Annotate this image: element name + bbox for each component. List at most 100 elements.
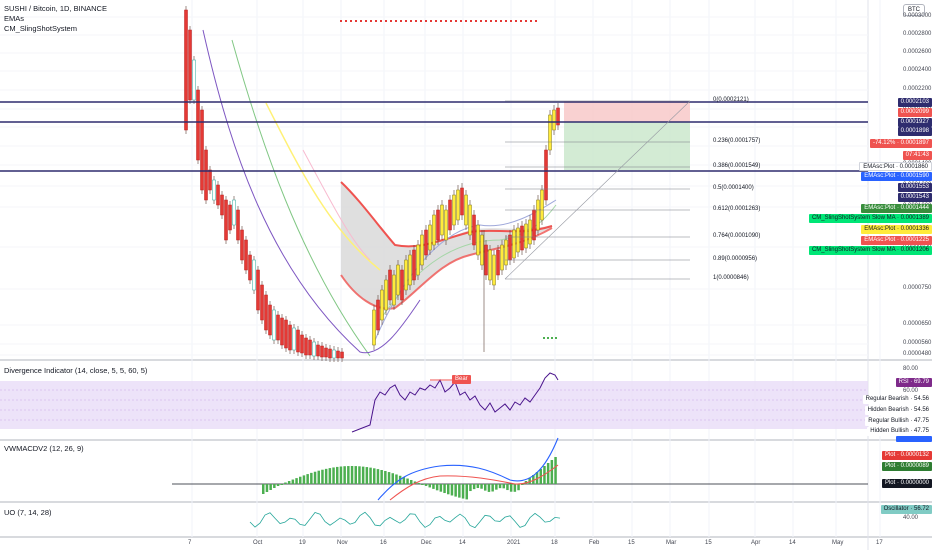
slingshot-signal-dot bbox=[360, 20, 362, 22]
slingshot-signal-dot bbox=[490, 20, 492, 22]
macd-histogram-bar bbox=[387, 472, 391, 484]
macd-histogram-bar bbox=[491, 484, 494, 492]
macd-histogram-bar bbox=[332, 467, 335, 484]
macd-histogram-bar bbox=[472, 484, 476, 490]
slingshot-signal-dot bbox=[475, 20, 477, 22]
fib-level-label: 0.764(0.0001090) bbox=[713, 233, 761, 239]
slingshot-signal-dot bbox=[543, 337, 545, 339]
ema-green-line bbox=[231, 39, 371, 357]
indicator-slingshot-label[interactable]: CM_SlingShotSystem bbox=[4, 24, 77, 33]
candle-body bbox=[248, 254, 252, 281]
fib-level-label: 0.386(0.0001549) bbox=[713, 163, 761, 169]
price-tick-label: 0.0002800 bbox=[903, 31, 932, 37]
candle-body bbox=[276, 314, 280, 341]
candle-body bbox=[268, 304, 272, 336]
time-tick-label: 7 bbox=[188, 540, 192, 546]
candle-body bbox=[392, 274, 396, 306]
candle-body bbox=[224, 199, 228, 241]
candle-body bbox=[528, 219, 532, 245]
candle-body bbox=[260, 284, 264, 321]
candle-body bbox=[336, 350, 340, 359]
macd-histogram-bar bbox=[443, 484, 446, 494]
price-tick-label: 0.0000650 bbox=[903, 321, 932, 327]
rsi-value-label: Hidden Bearish · 54.56 bbox=[864, 406, 932, 415]
macd-histogram-bar bbox=[417, 482, 420, 484]
macd-histogram-bar bbox=[532, 475, 535, 484]
slingshot-signal-dot bbox=[345, 20, 347, 22]
candle-body bbox=[492, 254, 496, 286]
slingshot-signal-dot bbox=[385, 20, 387, 22]
rsi-value-label: RSI · 69.79 bbox=[895, 378, 932, 387]
candle-body bbox=[244, 239, 248, 271]
slingshot-signal-dot bbox=[430, 20, 432, 22]
price-tick-label: 0.0003000 bbox=[903, 13, 932, 19]
candle-body bbox=[296, 329, 300, 353]
slingshot-signal-dot bbox=[470, 20, 472, 22]
macd-histogram-bar bbox=[495, 484, 498, 490]
macd-histogram-bar bbox=[369, 467, 372, 484]
candle-body bbox=[212, 179, 216, 201]
candle-body bbox=[448, 199, 452, 231]
currency-badge[interactable]: BTC bbox=[903, 4, 925, 16]
macd-histogram-bar bbox=[513, 484, 517, 492]
candle-body bbox=[200, 109, 204, 191]
macd-histogram-bar bbox=[262, 484, 265, 494]
slingshot-signal-dot bbox=[530, 20, 532, 22]
candle-body bbox=[376, 299, 380, 331]
macd-histogram-bar bbox=[280, 484, 283, 485]
candle-body bbox=[380, 289, 384, 321]
candle-body bbox=[556, 107, 560, 126]
macd-histogram-bar bbox=[484, 484, 487, 491]
candle-body bbox=[444, 209, 448, 241]
slingshot-signal-dot bbox=[551, 337, 553, 339]
slingshot-signal-dot bbox=[505, 20, 507, 22]
candle-body bbox=[520, 225, 524, 251]
slingshot-signal-dot bbox=[410, 20, 412, 22]
symbol-title[interactable]: SUSHI / Bitcoin, 1D, BINANCE bbox=[4, 4, 107, 13]
candle-body bbox=[280, 317, 284, 346]
macd-histogram-bar bbox=[291, 479, 295, 484]
candle-body bbox=[476, 224, 480, 256]
candle-body bbox=[320, 345, 324, 358]
vwmacd-title[interactable]: VWMACDV2 (12, 26, 9) bbox=[4, 444, 84, 453]
candle-body bbox=[288, 324, 292, 351]
candle-body bbox=[292, 327, 296, 351]
candle-body bbox=[404, 259, 408, 291]
slingshot-signal-dot bbox=[340, 20, 342, 22]
uo-title[interactable]: UO (7, 14, 28) bbox=[4, 508, 52, 517]
indicator-emas-label[interactable]: EMAs bbox=[4, 14, 25, 23]
fib-level-label: 0.236(0.0001757) bbox=[713, 138, 761, 144]
price-scale-label: 07:41:43 bbox=[902, 151, 932, 160]
macd-line-marker bbox=[896, 436, 932, 442]
price-tick-label: 0.0000750 bbox=[903, 285, 932, 291]
macd-signal-line bbox=[389, 464, 559, 501]
slingshot-signal-dot bbox=[375, 20, 377, 22]
macd-histogram-bar bbox=[421, 484, 424, 485]
macd-histogram-bar bbox=[269, 484, 272, 490]
candle-body bbox=[216, 184, 220, 206]
macd-histogram-bar bbox=[535, 472, 539, 484]
macd-histogram-bar bbox=[343, 466, 346, 484]
slingshot-signal-dot bbox=[415, 20, 417, 22]
divergence-indicator-title[interactable]: Divergence Indicator (14, close, 5, 5, 6… bbox=[4, 366, 148, 375]
candle-body bbox=[252, 259, 256, 291]
slingshot-signal-dot bbox=[425, 20, 427, 22]
price-scale-label: EMAsc:Plot · 0.0001860 bbox=[859, 162, 932, 171]
slingshot-signal-dot bbox=[515, 20, 517, 22]
macd-value-label: Plot · 0.0000089 bbox=[881, 462, 932, 471]
time-tick-label: 15 bbox=[705, 540, 712, 546]
candle-body bbox=[488, 249, 492, 281]
macd-histogram-bar bbox=[521, 484, 524, 485]
candle-body bbox=[532, 209, 536, 241]
macd-histogram-bar bbox=[391, 473, 394, 484]
fib-level-label: 1(0.0000846) bbox=[713, 275, 749, 281]
macd-histogram-bar bbox=[461, 484, 465, 499]
slingshot-signal-dot bbox=[450, 20, 452, 22]
slingshot-signal-dot bbox=[370, 20, 372, 22]
candle-body bbox=[236, 209, 240, 241]
price-scale-label: CM_SlingShotSystem Slow MA · 0.0001389 bbox=[808, 214, 932, 223]
slingshot-signal-dot bbox=[465, 20, 467, 22]
macd-histogram-bar bbox=[376, 469, 380, 484]
macd-histogram-bar bbox=[358, 466, 361, 484]
